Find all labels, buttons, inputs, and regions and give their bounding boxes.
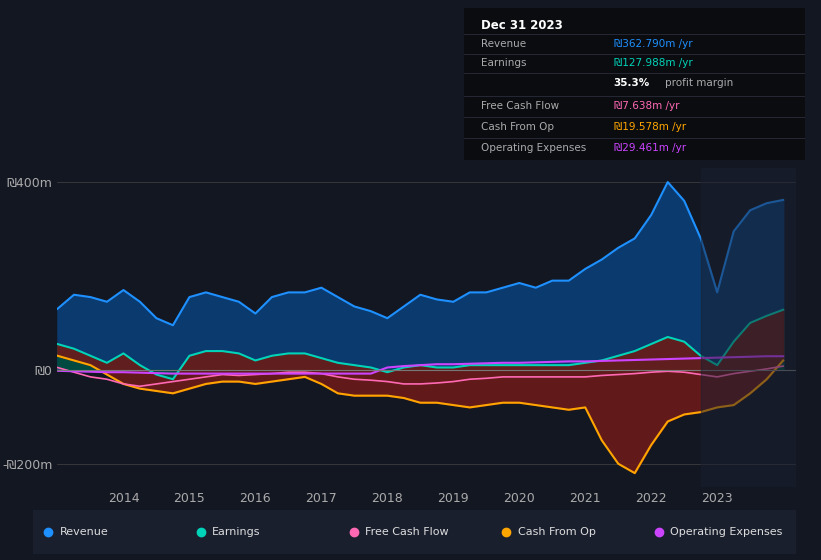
Text: ₪362.790m /yr: ₪362.790m /yr [614,39,692,49]
Bar [700,168,796,487]
Text: profit margin: profit margin [665,78,733,88]
Text: 35.3%: 35.3% [614,78,650,88]
Text: Earnings: Earnings [213,527,261,537]
Text: Cash From Op: Cash From Op [518,527,595,537]
Text: Revenue: Revenue [481,39,526,49]
Text: ₪7.638m /yr: ₪7.638m /yr [614,101,679,111]
Text: Free Cash Flow: Free Cash Flow [481,101,559,111]
Text: Dec 31 2023: Dec 31 2023 [481,19,562,32]
Text: Revenue: Revenue [60,527,108,537]
Text: ₪19.578m /yr: ₪19.578m /yr [614,122,686,132]
Text: Free Cash Flow: Free Cash Flow [365,527,448,537]
Text: Operating Expenses: Operating Expenses [481,143,586,153]
Text: Operating Expenses: Operating Expenses [671,527,782,537]
Text: Earnings: Earnings [481,58,526,68]
Text: ₪127.988m /yr: ₪127.988m /yr [614,58,693,68]
Text: ₪29.461m /yr: ₪29.461m /yr [614,143,686,153]
Text: Cash From Op: Cash From Op [481,122,554,132]
